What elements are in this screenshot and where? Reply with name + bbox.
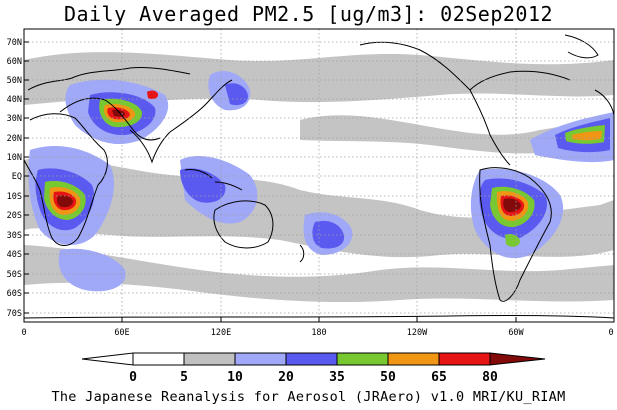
lat-label: 20N [7, 134, 22, 144]
lon-label: 180 [311, 328, 326, 338]
colorbar-level: 50 [380, 370, 396, 385]
colorbar-high-arrow [489, 352, 546, 366]
lon-label: 0 [21, 328, 26, 338]
lat-label: 10S [7, 192, 22, 202]
colorbar-level: 10 [227, 370, 243, 385]
lat-label: 40N [7, 95, 22, 105]
colorbar-level: 65 [431, 370, 447, 385]
lat-label: 30S [7, 231, 22, 241]
colorbar-level: 5 [180, 370, 188, 385]
lon-label: 60W [508, 328, 524, 338]
lat-label: 30N [7, 114, 22, 124]
lon-label: 60E [114, 328, 129, 338]
colorbar-level: 20 [278, 370, 294, 385]
colorbar-level: 35 [329, 370, 345, 385]
lon-label: 120E [211, 328, 231, 338]
lon-label: 120W [407, 328, 428, 338]
lat-label: EQ [12, 172, 22, 182]
colorbar [81, 352, 546, 366]
lat-label: 10N [7, 153, 22, 163]
lat-label: 20S [7, 211, 22, 221]
lat-label: 50S [7, 270, 22, 280]
lat-label: 70N [7, 38, 22, 48]
footer-credit: The Japanese Reanalysis for Aerosol (JRA… [51, 389, 566, 405]
lat-label: 70S [7, 309, 22, 319]
map-title: Daily Averaged PM2.5 [ug/m3]: 02Sep2012 [63, 2, 554, 26]
pm25-field [24, 29, 614, 322]
colorbar-level: 0 [129, 370, 137, 385]
lat-label: 60N [7, 57, 22, 67]
colorbar-level: 80 [482, 370, 498, 385]
colorbar-low-arrow [81, 352, 134, 366]
lat-label: 60S [7, 289, 22, 299]
lat-label: 40S [7, 250, 22, 260]
lat-label: 50N [7, 76, 22, 86]
lon-label: 0 [608, 328, 613, 338]
